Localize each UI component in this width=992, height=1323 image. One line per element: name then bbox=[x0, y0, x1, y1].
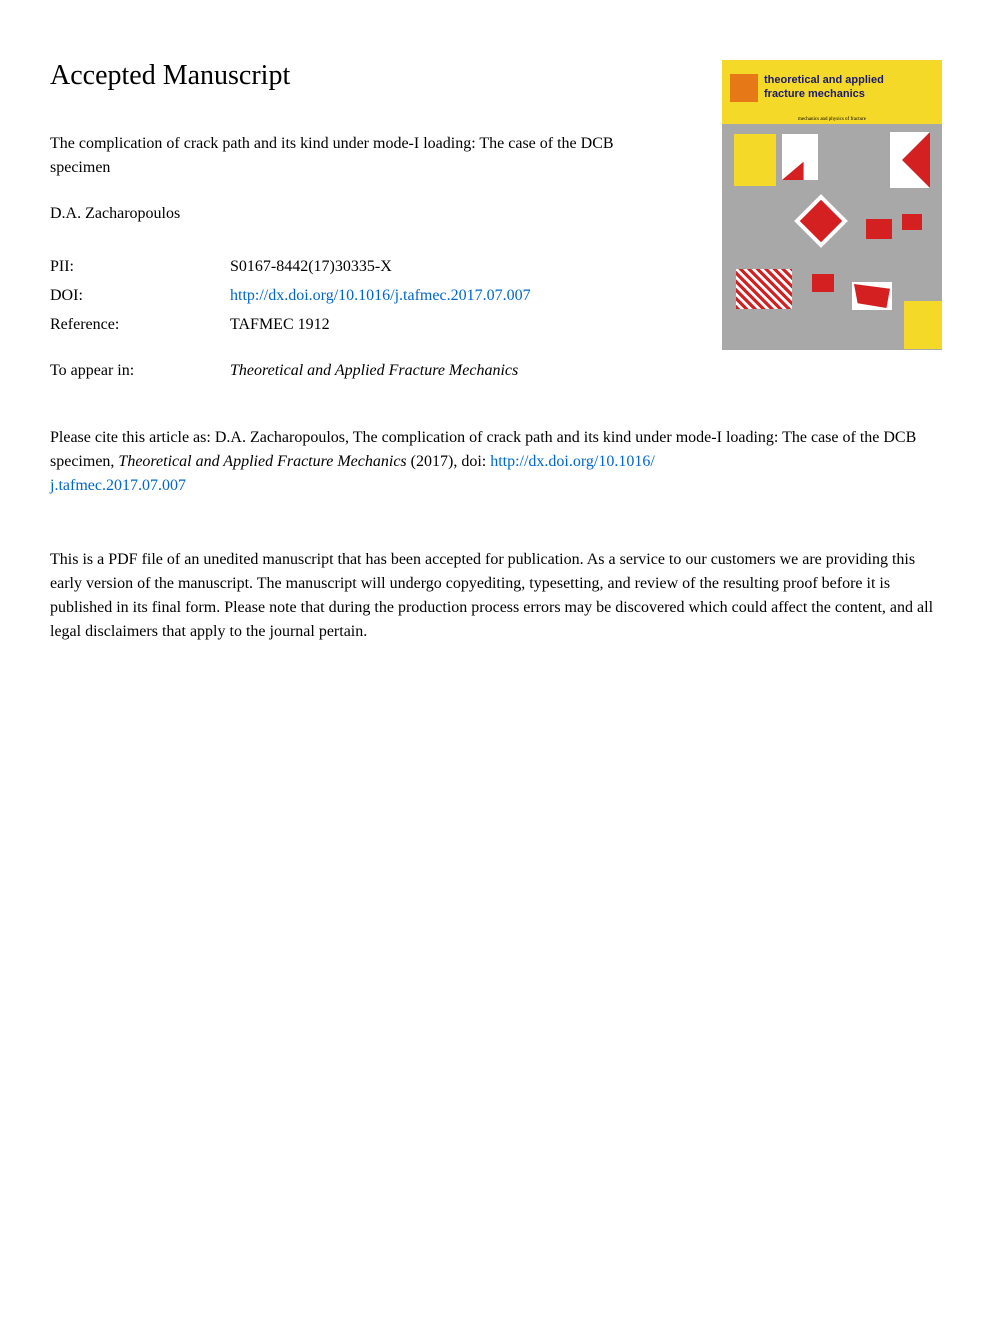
metadata-row-doi: DOI: http://dx.doi.org/10.1016/j.tafmec.… bbox=[50, 282, 670, 311]
citation-year: (2017), doi: bbox=[407, 453, 491, 470]
appear-label: To appear in: bbox=[50, 357, 230, 386]
metadata-row-appear: To appear in: Theoretical and Applied Fr… bbox=[50, 357, 670, 386]
doi-label: DOI: bbox=[50, 282, 230, 311]
elsevier-logo-icon bbox=[730, 74, 758, 102]
journal-subtitle: mechanics and physics of fracture bbox=[722, 115, 942, 124]
cover-fragment-icon bbox=[782, 134, 818, 180]
appear-value: Theoretical and Applied Fracture Mechani… bbox=[230, 357, 670, 386]
citation-doi-link-2[interactable]: j.tafmec.2017.07.007 bbox=[50, 477, 186, 494]
cover-fragment-icon bbox=[812, 274, 834, 292]
cover-fragment-icon bbox=[904, 301, 942, 349]
cover-fragment-icon bbox=[852, 282, 892, 310]
cover-fragment-icon bbox=[736, 269, 792, 309]
cover-body bbox=[722, 124, 942, 349]
cover-fragment-icon bbox=[866, 219, 892, 239]
authors: D.A. Zacharopoulos bbox=[50, 205, 670, 223]
cover-header: theoretical and applied fracture mechani… bbox=[722, 60, 942, 115]
citation-journal: Theoretical and Applied Fracture Mechani… bbox=[118, 453, 406, 470]
disclaimer-text: This is a PDF file of an unedited manusc… bbox=[50, 548, 942, 644]
journal-cover: theoretical and applied fracture mechani… bbox=[722, 60, 942, 350]
reference-label: Reference: bbox=[50, 311, 230, 340]
cover-fragment-icon bbox=[902, 214, 922, 230]
left-column: Accepted Manuscript The complication of … bbox=[50, 60, 670, 386]
journal-name-block: theoretical and applied fracture mechani… bbox=[764, 74, 884, 100]
doi-link[interactable]: http://dx.doi.org/10.1016/j.tafmec.2017.… bbox=[230, 287, 531, 304]
citation-doi-link-1[interactable]: http://dx.doi.org/10.1016/ bbox=[490, 453, 655, 470]
metadata-table: PII: S0167-8442(17)30335-X DOI: http://d… bbox=[50, 253, 670, 386]
cover-fragment-icon bbox=[890, 132, 930, 188]
cover-fragment-icon bbox=[734, 134, 776, 186]
page-heading: Accepted Manuscript bbox=[50, 60, 670, 92]
metadata-row-reference: Reference: TAFMEC 1912 bbox=[50, 311, 670, 340]
metadata-row-pii: PII: S0167-8442(17)30335-X bbox=[50, 253, 670, 282]
article-title: The complication of crack path and its k… bbox=[50, 132, 670, 180]
header-section: Accepted Manuscript The complication of … bbox=[50, 60, 942, 386]
pii-label: PII: bbox=[50, 253, 230, 282]
pii-value: S0167-8442(17)30335-X bbox=[230, 253, 670, 282]
doi-value: http://dx.doi.org/10.1016/j.tafmec.2017.… bbox=[230, 282, 670, 311]
reference-value: TAFMEC 1912 bbox=[230, 311, 670, 340]
journal-name-line1: theoretical and applied bbox=[764, 74, 884, 87]
journal-name-line2: fracture mechanics bbox=[764, 88, 884, 101]
cover-fragment-icon bbox=[794, 194, 848, 248]
citation-block: Please cite this article as: D.A. Zachar… bbox=[50, 426, 942, 498]
